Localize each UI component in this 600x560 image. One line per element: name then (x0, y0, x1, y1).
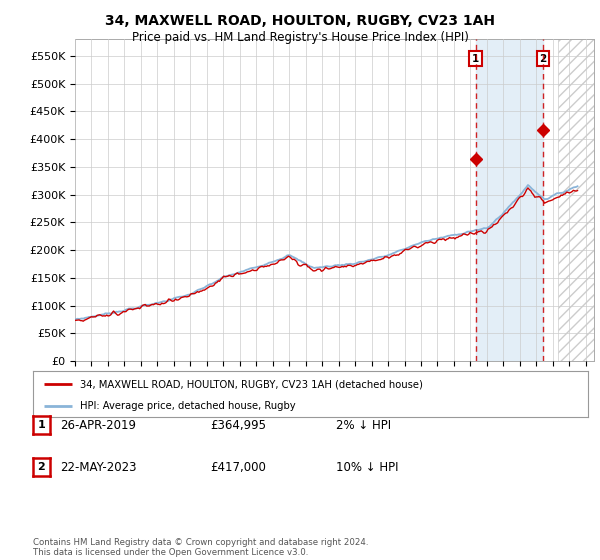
Text: 1: 1 (38, 420, 45, 430)
Text: 34, MAXWELL ROAD, HOULTON, RUGBY, CV23 1AH (detached house): 34, MAXWELL ROAD, HOULTON, RUGBY, CV23 1… (80, 379, 423, 389)
Text: 2: 2 (539, 54, 547, 64)
Text: 2% ↓ HPI: 2% ↓ HPI (336, 419, 391, 432)
Text: Contains HM Land Registry data © Crown copyright and database right 2024.
This d: Contains HM Land Registry data © Crown c… (33, 538, 368, 557)
Text: Price paid vs. HM Land Registry's House Price Index (HPI): Price paid vs. HM Land Registry's House … (131, 31, 469, 44)
Text: 22-MAY-2023: 22-MAY-2023 (60, 461, 137, 474)
Text: 2: 2 (38, 462, 45, 472)
Text: £417,000: £417,000 (210, 461, 266, 474)
Text: £364,995: £364,995 (210, 419, 266, 432)
Text: 34, MAXWELL ROAD, HOULTON, RUGBY, CV23 1AH: 34, MAXWELL ROAD, HOULTON, RUGBY, CV23 1… (105, 14, 495, 28)
Text: 1: 1 (472, 54, 479, 64)
Text: 26-APR-2019: 26-APR-2019 (60, 419, 136, 432)
Text: 10% ↓ HPI: 10% ↓ HPI (336, 461, 398, 474)
Text: HPI: Average price, detached house, Rugby: HPI: Average price, detached house, Rugb… (80, 401, 296, 410)
